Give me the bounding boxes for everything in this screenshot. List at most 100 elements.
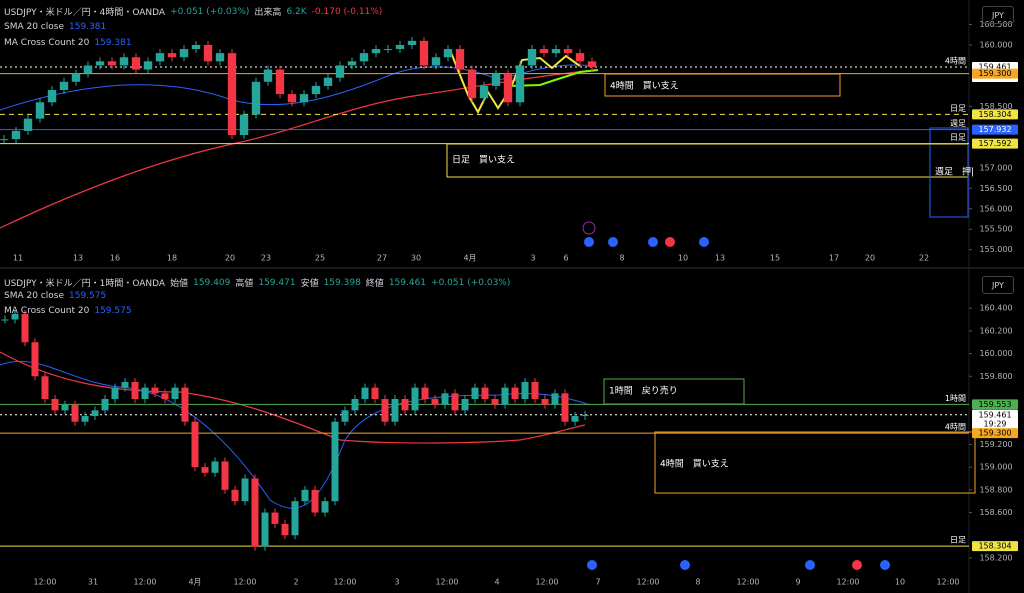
candle bbox=[201, 467, 209, 473]
candle bbox=[347, 61, 357, 66]
x-tick-label: 2 bbox=[293, 578, 298, 587]
candle bbox=[431, 399, 439, 405]
x-tick-label: 12:00 bbox=[333, 578, 356, 587]
y-tick-label: 157.000 bbox=[979, 163, 1012, 172]
x-tick-label: 8 bbox=[695, 578, 700, 587]
currency-button[interactable]: JPY bbox=[982, 276, 1014, 294]
candle bbox=[227, 53, 237, 136]
y-tick-label: 160.500 bbox=[979, 20, 1012, 29]
indicator-value: 159.575 bbox=[94, 306, 132, 316]
symbol: USDJPY・米ドル／円・1時間・OANDA bbox=[4, 279, 166, 289]
x-tick-label: 20 bbox=[865, 254, 875, 263]
y-tick-label: 160.000 bbox=[979, 40, 1012, 49]
candle bbox=[131, 57, 141, 70]
x-tick-label: 18 bbox=[167, 254, 177, 263]
volume-change: -0.170 (-0.11%) bbox=[311, 6, 383, 17]
volume: 6.2K bbox=[286, 6, 307, 17]
candle bbox=[191, 421, 199, 468]
candle bbox=[71, 73, 81, 82]
candle bbox=[111, 387, 119, 400]
candle bbox=[391, 399, 399, 422]
candle bbox=[421, 387, 429, 400]
candle bbox=[521, 381, 529, 400]
candle bbox=[239, 114, 249, 136]
x-tick-label: 12:00 bbox=[736, 578, 759, 587]
price-badge bbox=[972, 68, 1018, 79]
indicator-value: 159.381 bbox=[94, 38, 132, 48]
x-tick-label: 12:00 bbox=[435, 578, 458, 587]
event-icon bbox=[608, 237, 618, 247]
candle bbox=[383, 49, 393, 51]
candle bbox=[287, 94, 297, 103]
x-tick-label: 3 bbox=[530, 254, 535, 263]
annotation: 4時間 買い支え bbox=[610, 80, 679, 92]
candle bbox=[441, 393, 449, 405]
x-tick-label: 11 bbox=[13, 254, 23, 263]
candle bbox=[161, 393, 169, 400]
candle bbox=[155, 53, 165, 62]
candle bbox=[371, 49, 381, 54]
candle bbox=[275, 69, 285, 95]
y-tick-label: 160.400 bbox=[979, 304, 1012, 313]
candle bbox=[151, 387, 159, 394]
event-icons bbox=[582, 221, 890, 570]
symbol: USDJPY・米ドル／円・4時間・OANDA bbox=[4, 8, 166, 18]
annotation-box bbox=[446, 143, 969, 178]
candle bbox=[511, 387, 519, 400]
candle bbox=[311, 85, 321, 95]
ohlc-label: 終値 bbox=[365, 279, 384, 289]
candle bbox=[331, 421, 339, 502]
candle bbox=[551, 393, 559, 405]
candle bbox=[561, 393, 569, 422]
candle bbox=[271, 512, 279, 524]
annotation: 1時間 戻り売り bbox=[609, 385, 678, 397]
candle bbox=[359, 53, 369, 62]
candle bbox=[171, 387, 179, 400]
ohlc-value: 159.409 bbox=[193, 277, 231, 288]
price-badge-value: 158.304 bbox=[978, 542, 1011, 551]
x-tick-label: 25 bbox=[315, 254, 325, 263]
x-tick-label: 30 bbox=[411, 254, 421, 263]
y-tick-label: 158.200 bbox=[979, 553, 1012, 562]
candle bbox=[443, 49, 453, 58]
y-tick-label: 160.000 bbox=[979, 349, 1012, 358]
candle bbox=[455, 49, 465, 70]
indicator-row: SMA 20 close 159.575 bbox=[4, 291, 106, 301]
candle bbox=[323, 77, 333, 86]
candle bbox=[299, 94, 309, 103]
indicator-name: SMA 20 close bbox=[4, 291, 64, 301]
price-badge-value: 157.932 bbox=[978, 125, 1011, 134]
candle bbox=[21, 313, 29, 343]
level-label: 週足 bbox=[950, 119, 966, 128]
candle bbox=[341, 410, 349, 422]
price-badge-value: 159.300 bbox=[978, 429, 1011, 438]
candle bbox=[231, 489, 239, 502]
level-label: 1時間 bbox=[945, 394, 966, 403]
x-tick-label: 8 bbox=[619, 254, 624, 263]
y-tick-label: 158.500 bbox=[979, 102, 1012, 111]
price-badge-value: 159.461 bbox=[978, 63, 1011, 72]
candle bbox=[0, 139, 9, 141]
candle bbox=[351, 399, 359, 411]
ohlc-label: 安値 bbox=[300, 279, 319, 289]
x-tick-label: 20 bbox=[225, 254, 235, 263]
candle bbox=[551, 49, 561, 54]
candle bbox=[51, 399, 59, 411]
candle bbox=[451, 393, 459, 411]
currency-button[interactable]: JPY bbox=[982, 6, 1014, 24]
candle bbox=[527, 49, 537, 66]
event-icon bbox=[805, 560, 815, 570]
x-tick-label: 7 bbox=[595, 578, 600, 587]
candle bbox=[181, 387, 189, 422]
candle bbox=[167, 53, 177, 58]
candle bbox=[121, 381, 129, 388]
event-icon bbox=[584, 237, 594, 247]
ohlc-value: 159.471 bbox=[258, 277, 296, 288]
x-tick-label: 31 bbox=[88, 578, 98, 587]
price-badge bbox=[972, 109, 1018, 120]
candle bbox=[83, 65, 93, 74]
candle bbox=[191, 44, 201, 50]
annotation-box bbox=[929, 127, 969, 218]
indicator-row: SMA 20 close 159.381 bbox=[4, 22, 106, 32]
candle bbox=[407, 40, 417, 45]
